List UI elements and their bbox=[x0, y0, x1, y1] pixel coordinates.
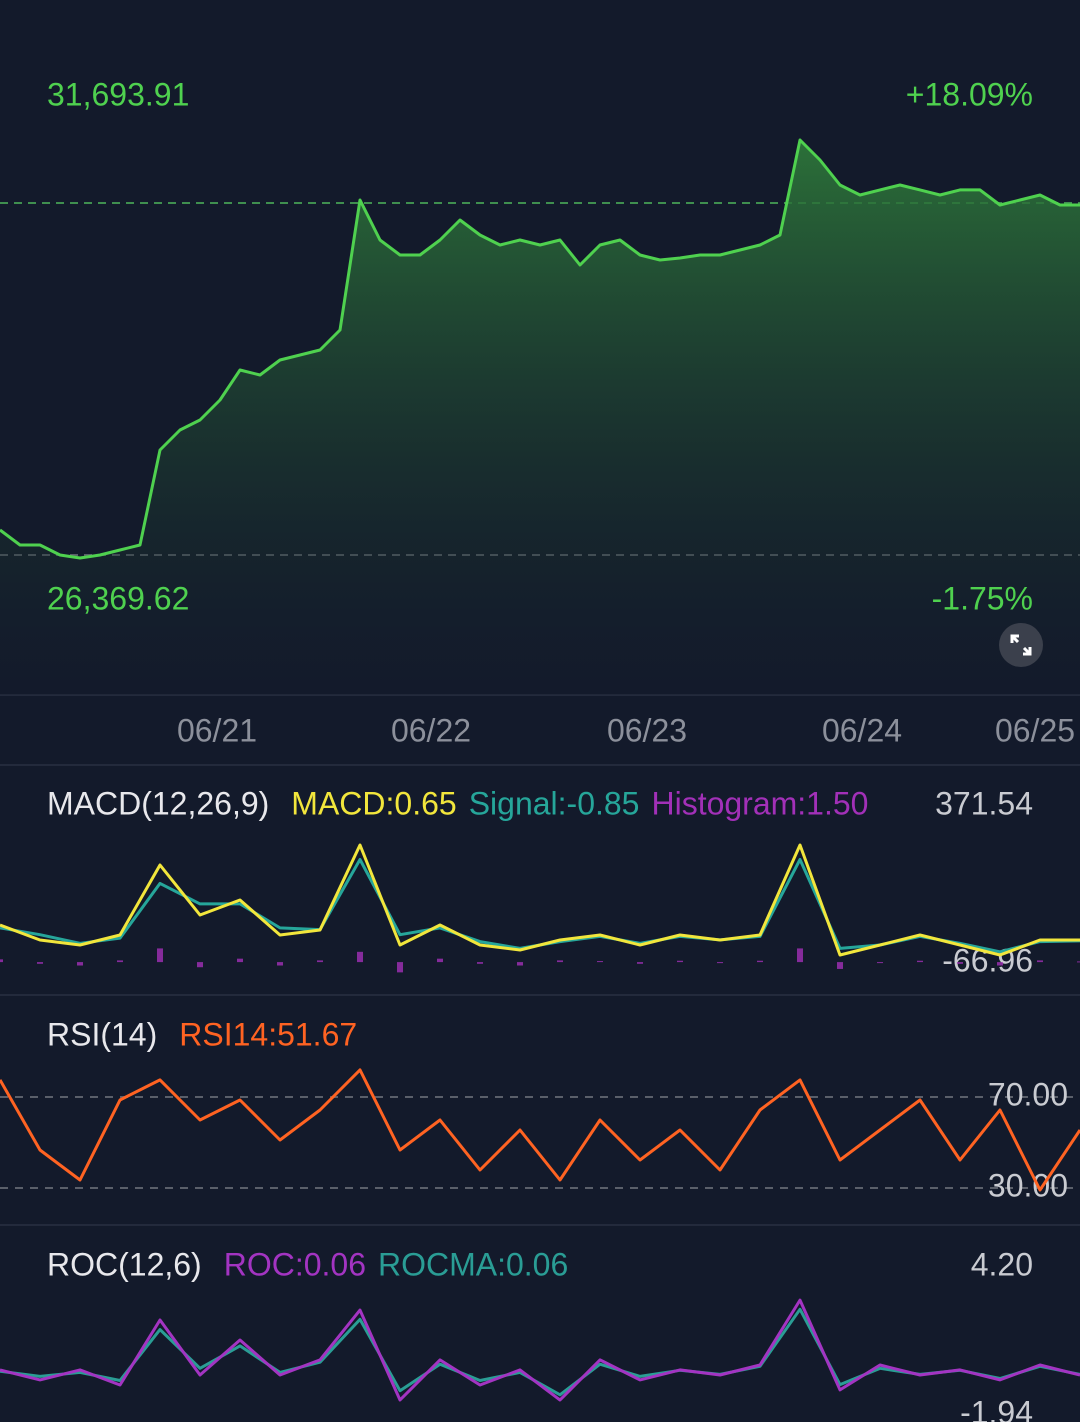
histogram-bar bbox=[517, 962, 523, 966]
indicator-line bbox=[0, 843, 1080, 957]
histogram-bar bbox=[757, 960, 763, 963]
histogram-bar bbox=[357, 951, 363, 963]
indicator-line bbox=[0, 1068, 1080, 1192]
histogram-bar bbox=[157, 948, 163, 963]
legend-entry: MACD:0.65 bbox=[291, 785, 456, 821]
legend-entry: Histogram:1.50 bbox=[651, 785, 868, 821]
fullscreen-button-bg[interactable] bbox=[999, 623, 1043, 667]
legend-entry: ROCMA:0.06 bbox=[378, 1246, 568, 1282]
histogram-bar bbox=[317, 960, 323, 963]
y-tick-label: -1.94 bbox=[960, 1394, 1033, 1422]
x-tick-label: 06/21 bbox=[177, 712, 257, 748]
histogram-bar bbox=[877, 962, 883, 964]
chart-layer: 31,693.91 26,369.62 +18.09% -1.75% 06/21 06/2… bbox=[0, 76, 1080, 1422]
x-tick-label: 06/23 bbox=[607, 712, 687, 748]
histogram-bar bbox=[597, 961, 603, 963]
price-area bbox=[0, 140, 1080, 695]
legend-entry: RSI14:51.67 bbox=[179, 1016, 357, 1052]
histogram-bar bbox=[637, 962, 643, 964]
histogram-bar bbox=[957, 962, 963, 964]
y-tick-label: 30.00 bbox=[988, 1167, 1068, 1203]
histogram-bar bbox=[1077, 961, 1080, 963]
histogram-bar bbox=[1037, 960, 1043, 963]
histogram-bar bbox=[77, 962, 83, 966]
histogram-bar bbox=[277, 962, 283, 966]
fullscreen-button[interactable] bbox=[999, 623, 1043, 667]
histogram-bar bbox=[397, 962, 403, 973]
histogram-bar bbox=[797, 948, 803, 963]
histogram-bar bbox=[677, 960, 683, 963]
y-tick-label: 4.20 bbox=[971, 1246, 1033, 1282]
y-tick-label: 70.00 bbox=[988, 1076, 1068, 1112]
histogram-bar bbox=[837, 962, 843, 969]
histogram-bar bbox=[197, 962, 203, 968]
histogram-bar bbox=[477, 962, 483, 964]
legend-entry: ROC:0.06 bbox=[224, 1246, 366, 1282]
percent-label: +18.09% bbox=[906, 76, 1033, 112]
x-tick-label: 06/24 bbox=[822, 712, 902, 748]
percent-label: -1.75% bbox=[932, 580, 1033, 616]
histogram-bar bbox=[717, 962, 723, 964]
histogram-bar bbox=[117, 960, 123, 963]
histogram-bar bbox=[0, 959, 3, 963]
histogram-bar bbox=[997, 962, 1003, 966]
price-line bbox=[0, 138, 1080, 560]
axis-max-label: 371.54 bbox=[935, 785, 1033, 821]
fullscreen-icon[interactable] bbox=[1010, 634, 1032, 656]
legend-entry: Signal:-0.85 bbox=[469, 785, 640, 821]
price-label: 31,693.91 bbox=[47, 76, 189, 112]
indicator-title: ROC(12,6) bbox=[47, 1246, 202, 1282]
histogram-bar bbox=[917, 960, 923, 963]
price-label: 26,369.62 bbox=[47, 580, 189, 616]
histogram-bar bbox=[557, 960, 563, 963]
indicator-title: MACD(12,26,9) bbox=[47, 785, 269, 821]
histogram-bar bbox=[37, 962, 43, 964]
indicator-line bbox=[0, 1298, 1080, 1402]
histogram-bar bbox=[437, 958, 443, 963]
indicator-title: RSI(14) bbox=[47, 1016, 157, 1052]
x-tick-label: 06/25 bbox=[995, 712, 1075, 748]
histogram-bar bbox=[237, 958, 243, 963]
x-tick-label: 06/22 bbox=[391, 712, 471, 748]
